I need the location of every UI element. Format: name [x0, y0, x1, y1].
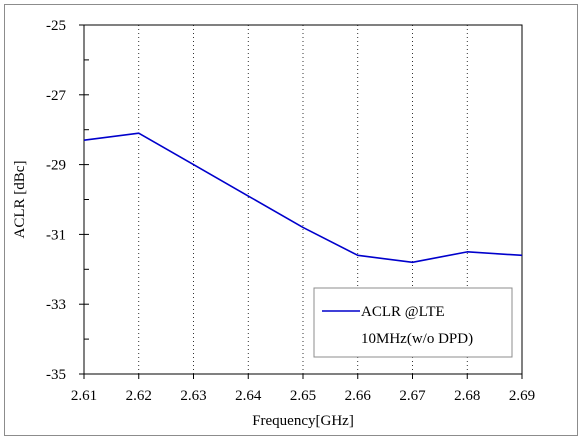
y-tick-label: -29	[46, 158, 66, 174]
x-tick-label: 2.69	[509, 388, 535, 404]
x-tick-label: 2.65	[290, 388, 316, 404]
x-tick-label: 2.63	[180, 388, 206, 404]
y-tick-label: -25	[46, 18, 66, 34]
x-tick-label: 2.61	[71, 388, 97, 404]
legend-entry-line-1: ACLR @LTE	[361, 304, 445, 320]
y-tick-label: -33	[46, 297, 66, 313]
legend-box	[313, 287, 513, 358]
legend: ACLR @LTE 10MHz(w/o DPD)	[313, 287, 513, 358]
x-tick-label: 2.66	[345, 388, 372, 404]
x-tick-label: 2.68	[454, 388, 480, 404]
x-tick-label: 2.64	[235, 388, 262, 404]
y-axis-title: ACLR [dBc]	[12, 161, 28, 239]
x-tick-label: 2.67	[399, 388, 426, 404]
y-tick-label: -27	[46, 88, 66, 104]
x-tick-label: 2.62	[126, 388, 152, 404]
axis-ticks: 2.61 2.62 2.63 2.64 2.65 2.66 2.67 2.68 2.69 -25 -…	[46, 18, 535, 404]
legend-entry-line-2: 10MHz(w/o DPD)	[361, 331, 473, 347]
series-layer	[83, 132, 523, 264]
series-line-aclr	[83, 132, 523, 264]
y-tick-label: -31	[46, 227, 66, 243]
y-tick-label: -35	[46, 367, 66, 383]
x-axis-title: Frequency[GHz]	[252, 413, 354, 429]
